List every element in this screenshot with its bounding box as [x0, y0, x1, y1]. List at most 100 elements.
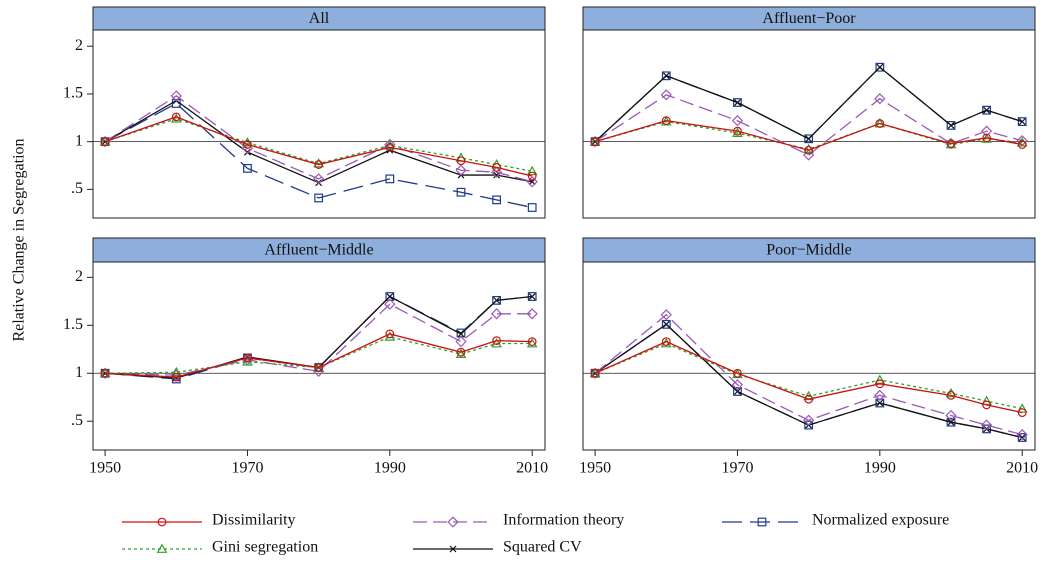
marker	[528, 293, 536, 300]
marker	[526, 338, 538, 348]
legend-label: Dissimilarity	[212, 512, 296, 529]
marker	[661, 319, 671, 329]
legend-label: Normalized exposure	[812, 512, 949, 529]
marker	[661, 116, 671, 126]
marker	[982, 133, 991, 143]
marker	[733, 98, 742, 107]
marker	[590, 368, 600, 378]
marker	[385, 174, 395, 184]
marker	[492, 163, 501, 172]
marker	[455, 335, 467, 348]
marker	[1016, 429, 1028, 441]
series-line	[104, 118, 533, 172]
marker	[385, 292, 395, 301]
marker	[946, 139, 956, 148]
marker	[447, 516, 459, 528]
marker	[982, 105, 991, 115]
marker	[386, 293, 394, 300]
marker	[874, 389, 886, 401]
marker	[491, 338, 502, 348]
x-tick-label: 2010	[516, 460, 548, 477]
marker	[490, 166, 503, 178]
marker	[527, 171, 537, 181]
marker	[243, 353, 252, 363]
marker	[1017, 117, 1027, 127]
marker	[661, 71, 671, 81]
marker	[946, 121, 956, 130]
x-tick-label: 1970	[721, 460, 753, 477]
marker	[170, 90, 182, 102]
series-line	[105, 333, 533, 378]
marker	[875, 398, 885, 408]
marker	[662, 72, 670, 80]
marker	[456, 156, 466, 166]
panel-header	[92, 6, 546, 31]
marker	[455, 348, 467, 358]
marker	[660, 89, 672, 101]
series-line	[104, 95, 533, 183]
marker	[947, 418, 955, 426]
series-line	[104, 99, 533, 184]
marker	[384, 139, 396, 150]
marker	[980, 419, 993, 431]
marker	[946, 417, 956, 427]
marker	[456, 347, 466, 357]
marker	[945, 409, 957, 422]
marker	[804, 420, 814, 430]
marker	[874, 93, 886, 105]
marker	[983, 425, 991, 433]
marker	[876, 63, 884, 71]
series-line	[104, 116, 533, 177]
marker	[590, 137, 600, 147]
marker	[876, 399, 884, 407]
marker	[385, 142, 395, 152]
series-line	[594, 120, 1023, 150]
series-line	[594, 66, 1023, 143]
marker	[156, 543, 168, 553]
panel-title: Affluent−Poor	[762, 10, 856, 27]
series-line	[594, 340, 1023, 414]
marker	[455, 164, 467, 176]
marker	[315, 179, 323, 187]
marker	[731, 379, 744, 391]
panel-title: All	[309, 10, 330, 27]
marker	[802, 149, 815, 161]
x-tick-label: 1950	[89, 460, 121, 477]
marker	[1016, 137, 1028, 147]
y-tick-label: 2	[75, 37, 83, 54]
marker	[243, 140, 252, 149]
marker	[662, 320, 670, 328]
plot-area	[582, 29, 1036, 219]
panel-header	[92, 237, 546, 263]
marker	[100, 137, 110, 147]
marker	[1017, 433, 1027, 442]
marker	[171, 372, 181, 382]
marker	[733, 368, 742, 378]
panel-header	[582, 6, 1036, 31]
marker	[490, 308, 503, 320]
marker	[526, 165, 538, 176]
marker	[980, 125, 993, 137]
marker	[456, 187, 466, 197]
marker	[733, 126, 742, 136]
marker	[1017, 408, 1027, 417]
x-tick-label: 1990	[864, 460, 896, 477]
marker	[242, 137, 253, 147]
marker	[449, 545, 457, 553]
marker	[385, 329, 395, 339]
marker	[313, 158, 324, 168]
marker	[1018, 434, 1026, 441]
series-line	[594, 119, 1023, 151]
marker	[757, 517, 767, 527]
marker	[457, 330, 465, 338]
marker	[733, 387, 742, 396]
marker	[734, 388, 741, 395]
marker	[982, 400, 991, 410]
marker	[983, 106, 991, 114]
marker	[493, 296, 501, 304]
marker	[804, 134, 814, 144]
marker	[946, 390, 956, 400]
marker	[731, 115, 744, 127]
x-tick-label: 1990	[374, 460, 406, 477]
